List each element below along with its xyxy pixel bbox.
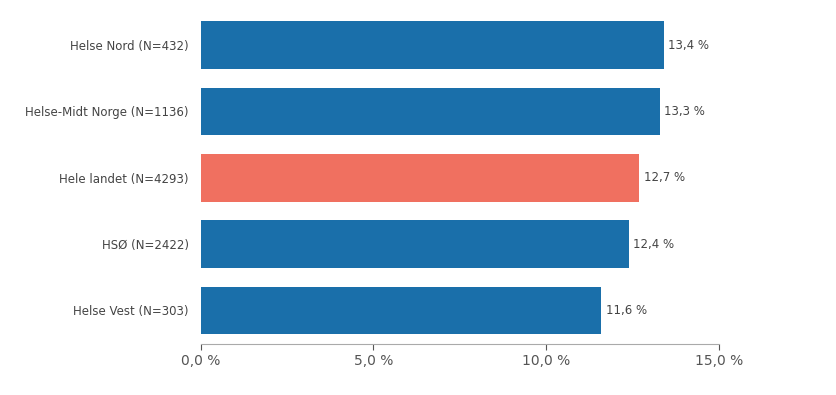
Text: 12,7 %: 12,7 % bbox=[644, 171, 685, 184]
Text: 12,4 %: 12,4 % bbox=[633, 238, 675, 250]
Text: 13,3 %: 13,3 % bbox=[665, 105, 706, 118]
Text: 11,6 %: 11,6 % bbox=[605, 304, 647, 317]
Bar bbox=[201, 287, 601, 334]
Bar bbox=[201, 220, 630, 268]
Bar bbox=[201, 21, 664, 69]
Bar bbox=[201, 88, 660, 135]
Bar bbox=[201, 154, 640, 201]
Text: 13,4 %: 13,4 % bbox=[668, 39, 709, 51]
